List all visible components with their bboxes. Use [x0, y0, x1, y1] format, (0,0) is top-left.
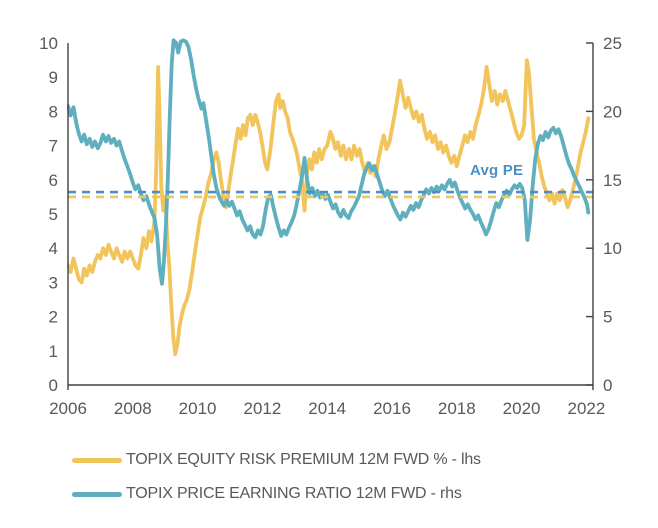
x-axis-tick-label: 2008 [114, 399, 152, 418]
x-axis-tick-label: 2010 [179, 399, 217, 418]
left-axis-tick-label: 5 [49, 205, 58, 224]
legend-item-pe: TOPIX PRICE EARNING RATIO 12M FWD - rhs [72, 485, 462, 502]
left-axis-tick-label: 3 [49, 273, 58, 292]
avg-pe-annotation: Avg PE [470, 162, 524, 179]
x-axis-tick-label: 2012 [243, 399, 281, 418]
left-axis-tick-label: 6 [49, 171, 58, 190]
right-axis-tick-label: 20 [603, 102, 622, 121]
left-axis-tick-label: 2 [49, 308, 58, 327]
pe-line-swatch [72, 491, 122, 497]
erp-series-line [67, 58, 591, 357]
left-axis-tick-label: 8 [49, 102, 58, 121]
legend-item-erp: TOPIX EQUITY RISK PREMIUM 12M FWD % - lh… [72, 451, 481, 468]
right-axis-tick-label: 10 [603, 239, 622, 258]
right-axis-tick-label: 15 [603, 171, 622, 190]
left-axis-tick-label: 4 [49, 239, 58, 258]
legend-label-erp: TOPIX EQUITY RISK PREMIUM 12M FWD % - lh… [126, 451, 481, 468]
left-axis-tick-label: 1 [49, 342, 58, 361]
x-axis-tick-label: 2006 [49, 399, 87, 418]
erp-line-swatch [72, 457, 122, 463]
left-axis-tick-label: 9 [49, 68, 58, 87]
x-axis-tick-label: 2016 [373, 399, 411, 418]
x-axis-tick-label: 2014 [308, 399, 346, 418]
right-axis-tick-label: 25 [603, 34, 622, 53]
right-axis-tick-label: 5 [603, 308, 612, 327]
x-axis-tick-label: 2022 [567, 399, 605, 418]
left-axis-tick-label: 0 [49, 376, 58, 395]
left-axis-tick-label: 7 [49, 137, 58, 156]
right-axis-tick-label: 0 [603, 376, 612, 395]
x-axis-tick-label: 2018 [438, 399, 476, 418]
legend-label-pe: TOPIX PRICE EARNING RATIO 12M FWD - rhs [126, 485, 462, 502]
left-axis-tick-label: 10 [39, 34, 58, 53]
pe-series-line [67, 38, 591, 286]
x-axis-tick-label: 2020 [503, 399, 541, 418]
